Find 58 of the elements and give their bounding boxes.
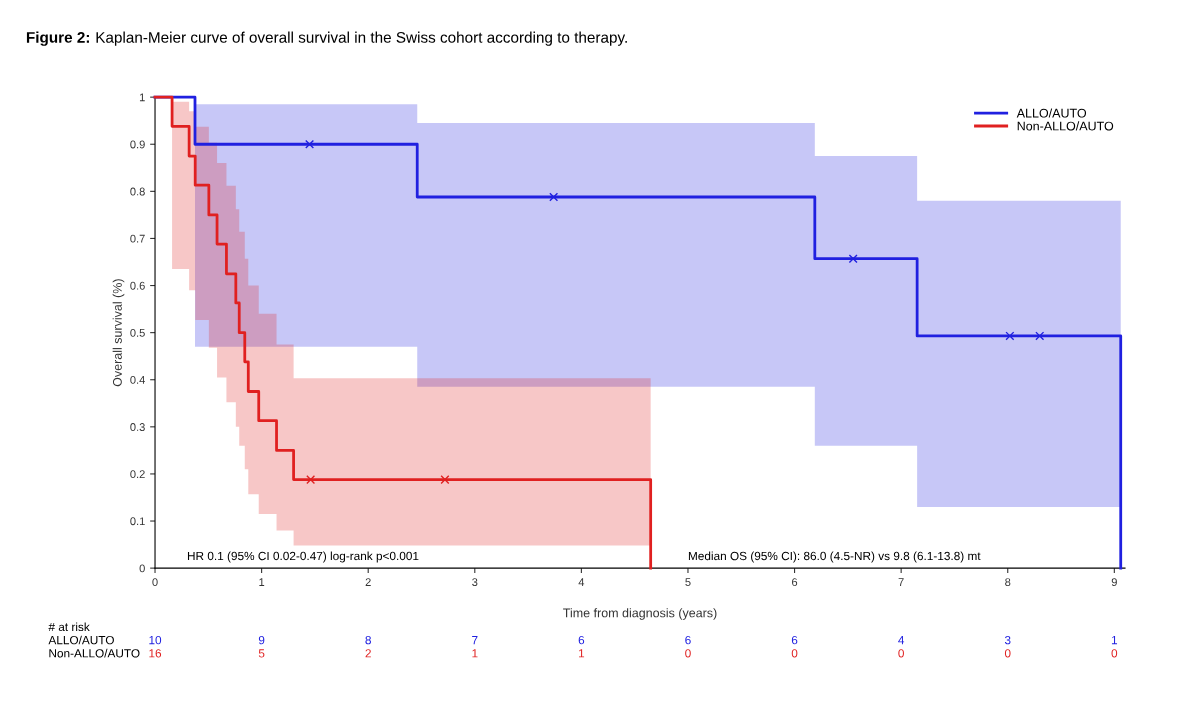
y-tick-label: 0.3	[130, 423, 145, 431]
text: 0	[1111, 649, 1118, 658]
text: 6	[578, 635, 585, 645]
y-tick-label: 1	[139, 93, 145, 102]
x-tick-label: 1	[259, 578, 265, 586]
y-tick-label: 0.5	[130, 328, 145, 337]
y-tick-label: 0.1	[130, 517, 145, 526]
point	[848, 254, 858, 264]
x-tick-label: 9	[1111, 578, 1117, 587]
x-tick-label: 8	[1005, 578, 1011, 587]
text: 9	[258, 635, 265, 645]
text: 6	[685, 635, 691, 645]
text: # at risk	[48, 622, 90, 632]
y-axis-title: Overall survival (%)	[112, 279, 125, 387]
y-tick-label: 0.7	[130, 234, 145, 243]
y-tick-label: 0.8	[130, 187, 145, 196]
text: 0	[685, 649, 691, 658]
point	[1035, 331, 1045, 341]
text: 5	[258, 649, 265, 658]
legend-label: Non-ALLO/AUTO	[1017, 121, 1114, 131]
point	[549, 192, 559, 202]
text: 10	[149, 635, 162, 645]
x-tick-label: 5	[685, 578, 691, 587]
text: ALLO/AUTO	[48, 635, 114, 645]
point	[305, 139, 315, 149]
text: 0	[1004, 649, 1011, 658]
point	[440, 475, 450, 485]
point	[306, 475, 316, 485]
x-tick-label: 7	[898, 578, 904, 586]
x-tick-label: 2	[365, 578, 371, 586]
text: Non-ALLO/AUTO	[49, 648, 140, 658]
text: 1	[472, 649, 478, 658]
x-axis-title: Time from diagnosis (years)	[563, 608, 717, 620]
text: 0	[791, 649, 798, 658]
text: 2	[365, 649, 371, 658]
y-tick-label: 0.2	[130, 470, 145, 479]
text: 7	[472, 636, 478, 645]
y-tick-label: 0.4	[130, 376, 145, 384]
x-tick-label: 0	[152, 578, 158, 587]
point	[1005, 331, 1015, 341]
text: 1	[579, 649, 585, 658]
x-tick-label: 6	[792, 578, 798, 587]
text: 8	[365, 635, 371, 645]
y-tick-label: 0.9	[130, 140, 145, 149]
annotation: Median OS (95% CI): 86.0 (4.5-NR) vs 9.8 (6.1-13.8) mt	[688, 551, 981, 563]
y-tick-label: 0.6	[130, 281, 145, 290]
text: 6	[791, 635, 798, 645]
text: 0	[898, 649, 904, 658]
chart-title: Figure 2: Kaplan-Meier curve of overall survival in the Swiss cohort according to therapy.	[26, 31, 627, 46]
legend-label: ALLO/AUTO	[1016, 108, 1087, 118]
x-tick-label: 3	[472, 578, 478, 587]
text: 4	[898, 636, 905, 645]
annotation: HR 0.1 (95% CI 0.02-0.47) log-rank p<0.001	[187, 551, 419, 563]
x-tick-label: 4	[578, 578, 585, 586]
text: 16	[149, 649, 162, 658]
text: 1	[1111, 636, 1118, 645]
y-tick-label: 0	[139, 564, 145, 573]
text: 3	[1004, 635, 1011, 645]
